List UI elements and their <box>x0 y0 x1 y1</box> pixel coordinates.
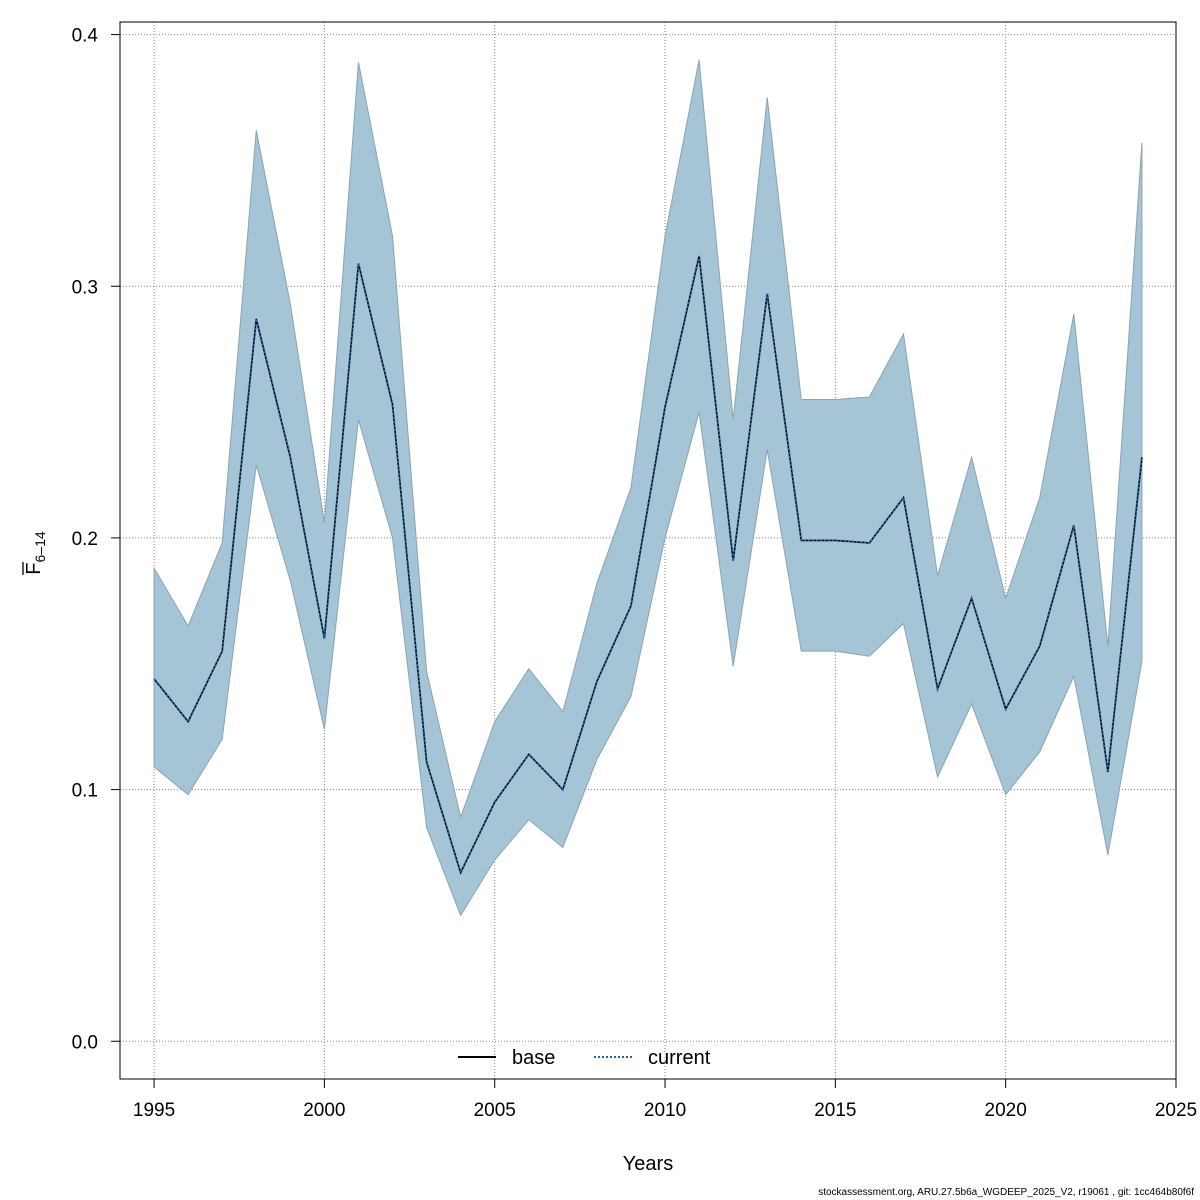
legend: base current <box>458 1047 711 1069</box>
x-tick-label-2015: 2015 <box>814 1100 856 1121</box>
y-tick-label-1: 0.1 <box>72 781 98 802</box>
svg-text:F6–14: F6–14 <box>23 531 48 575</box>
x-tick-label-2000: 2000 <box>303 1100 345 1121</box>
legend-base-label: base <box>512 1047 555 1069</box>
y-tick-label-4: 0.4 <box>72 26 99 47</box>
x-tick-label-2020: 2020 <box>985 1100 1027 1121</box>
x-tick-label-2005: 2005 <box>474 1100 516 1121</box>
y-axis-title: F6–14 <box>22 531 48 575</box>
confidence-band <box>153 59 1143 917</box>
confidence-band-group <box>153 59 1143 917</box>
y-axis-title-subscript: 6–14 <box>32 531 48 562</box>
x-tick-label-2010: 2010 <box>644 1100 686 1121</box>
footer-note: stockassessment.org, ARU.27.5b6a_WGDEEP_… <box>818 1187 1194 1198</box>
legend-current-label: current <box>648 1047 711 1069</box>
series-lines-group <box>153 255 1143 876</box>
x-axis: 1995 2000 2005 2010 2015 2020 2025 <box>133 1078 1197 1121</box>
y-axis-title-main: F <box>23 562 45 574</box>
y-tick-label-2: 0.2 <box>72 529 98 550</box>
series-line-current <box>153 255 1143 876</box>
y-tick-label-0: 0.0 <box>72 1032 98 1053</box>
y-tick-label-3: 0.3 <box>72 277 98 298</box>
x-axis-title: Years <box>623 1153 673 1175</box>
x-tick-label-1995: 1995 <box>133 1100 175 1121</box>
y-axis: 0.0 0.1 0.2 0.3 0.4 <box>72 26 121 1053</box>
x-tick-label-2025: 2025 <box>1155 1100 1197 1121</box>
